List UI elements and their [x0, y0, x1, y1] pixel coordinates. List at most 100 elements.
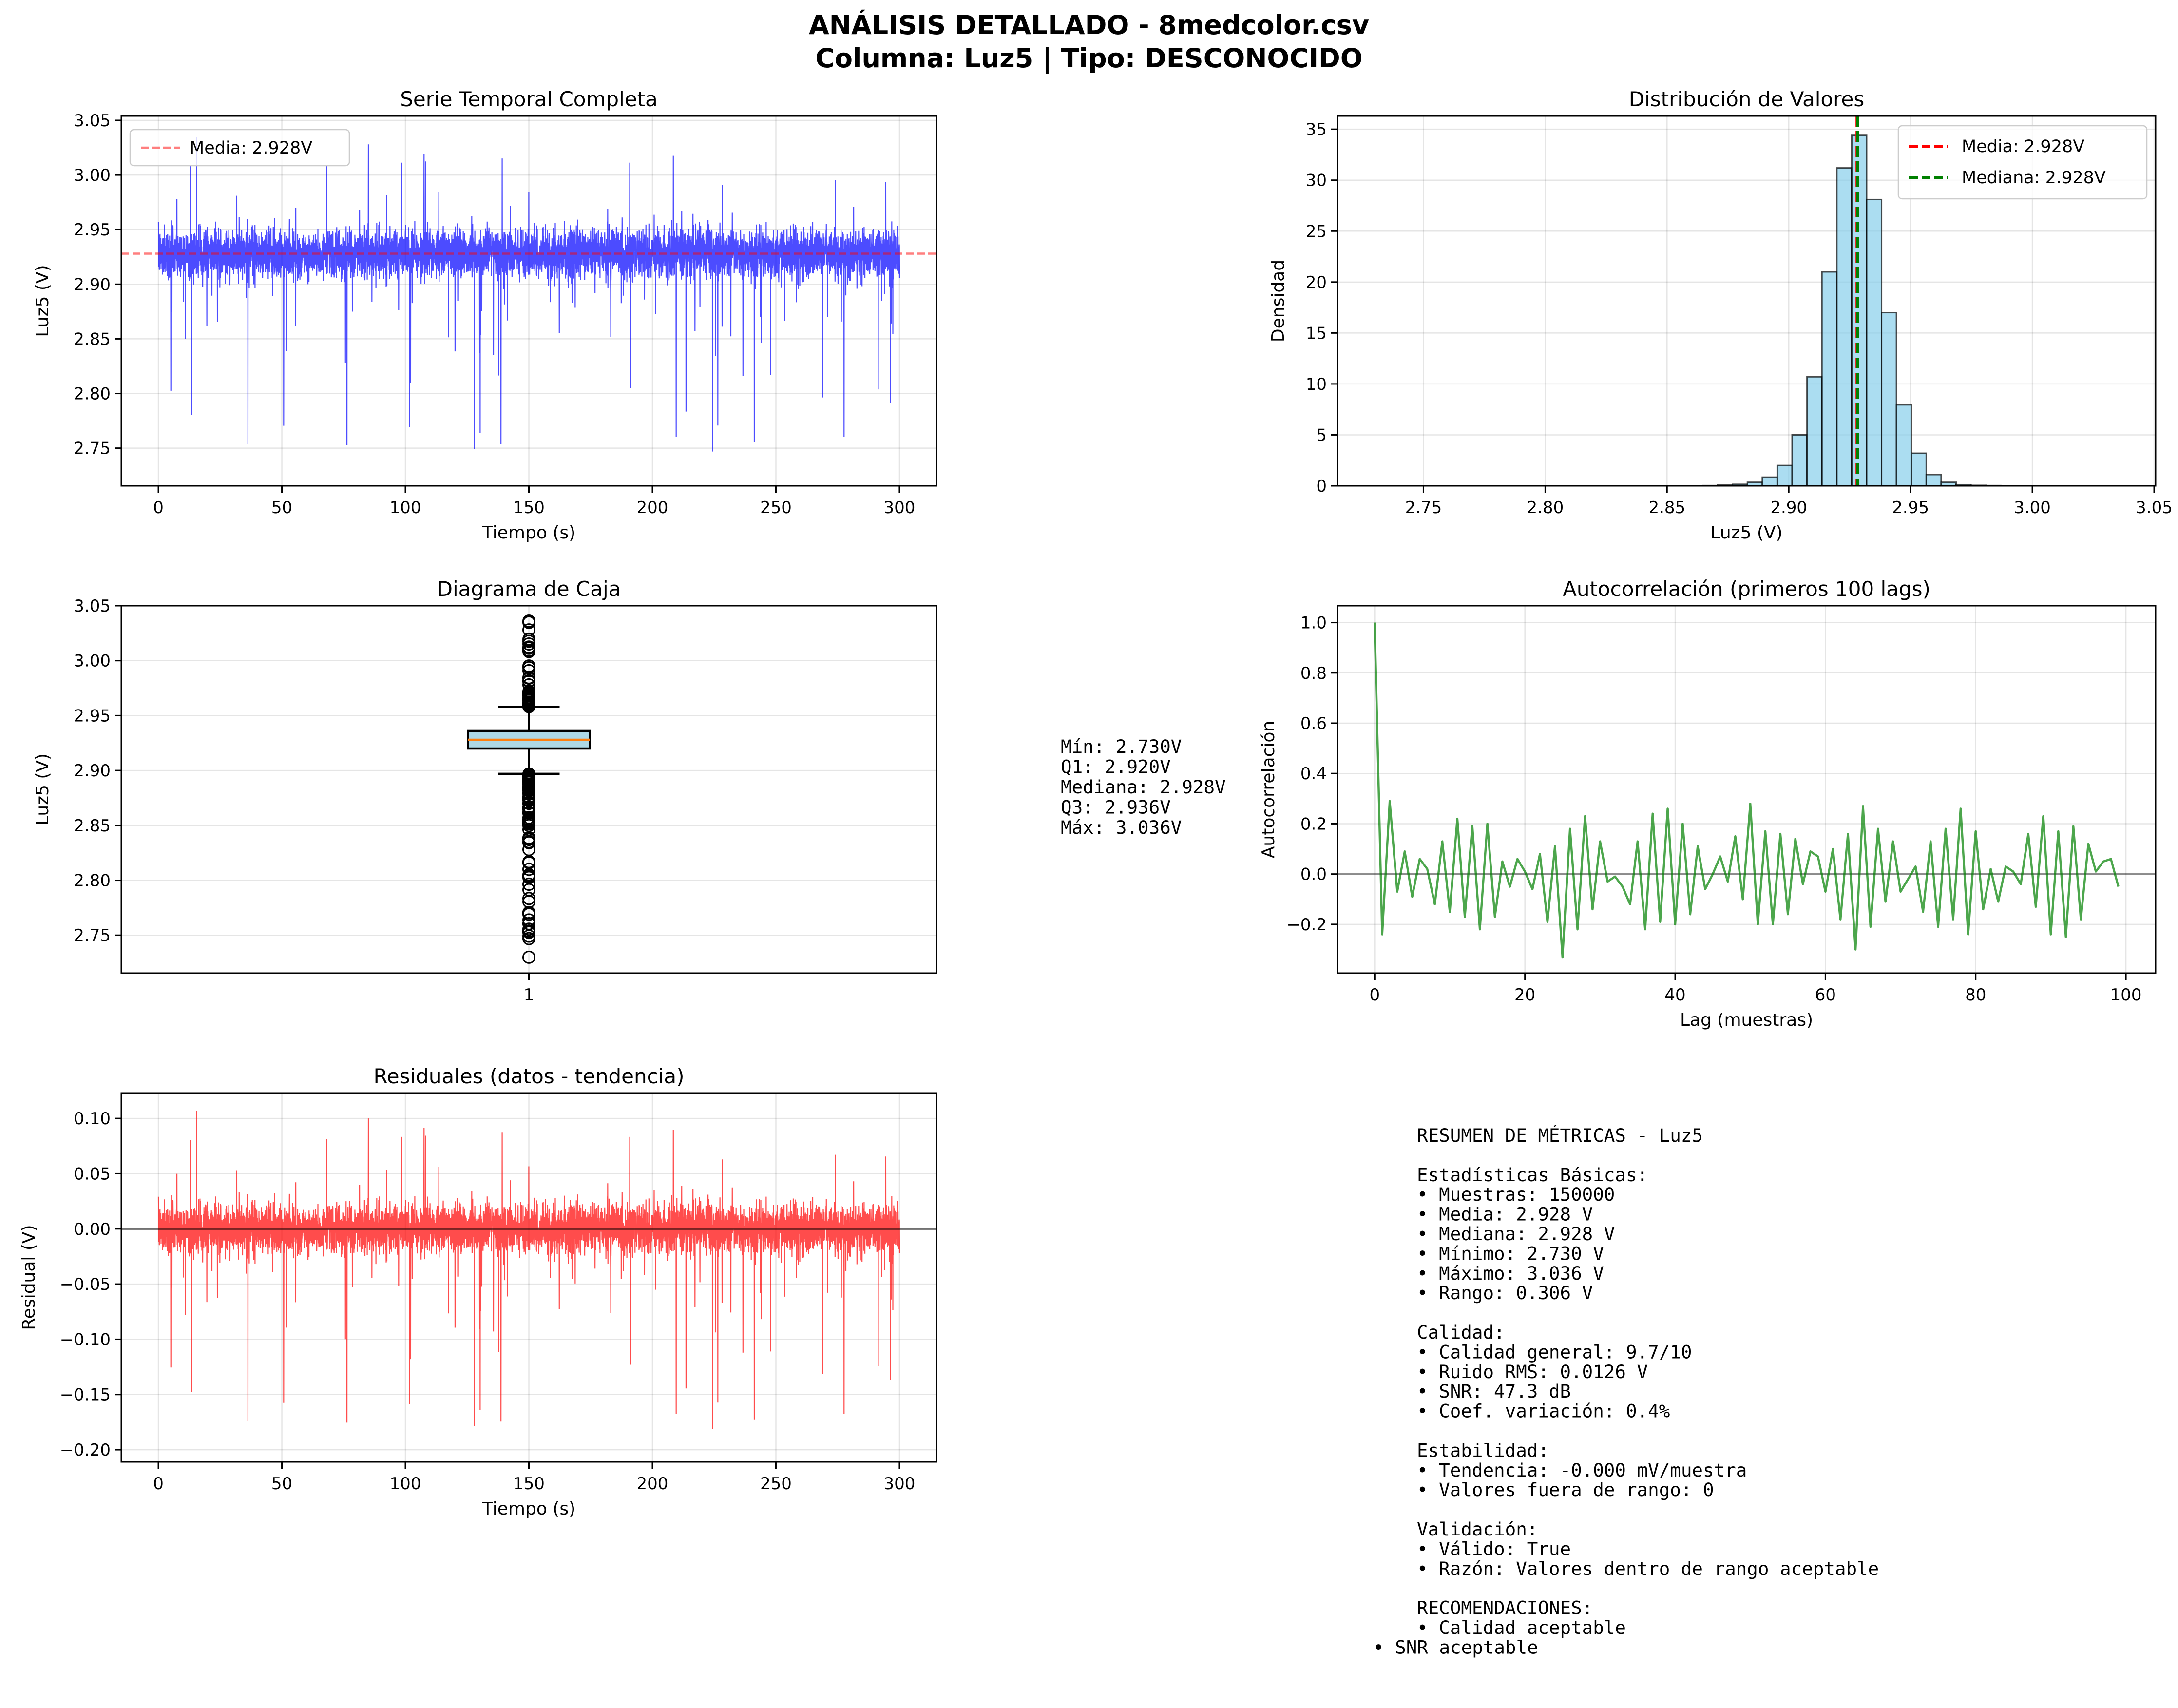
outlier-point — [522, 917, 535, 931]
x-tick-label: 3.00 — [2014, 498, 2051, 518]
x-tick-label: 200 — [637, 1474, 669, 1494]
outlier-point — [522, 614, 535, 628]
y-tick-label: −0.2 — [1286, 915, 1327, 935]
x-tick-label: 100 — [390, 1474, 421, 1494]
x-axis-label: Tiempo (s) — [482, 523, 575, 543]
metrics-line: • Razón: Valores dentro de rango aceptab… — [1417, 1558, 1879, 1579]
boxplot-stat-line: Q1: 2.920V — [1061, 756, 1171, 778]
x-tick-label: 0 — [153, 498, 164, 518]
legend-box — [129, 129, 350, 167]
outlier-point — [522, 863, 535, 876]
y-tick-label: 2.75 — [74, 926, 111, 945]
metrics-line: Calidad: — [1417, 1322, 1505, 1343]
y-tick-label: 10 — [1306, 375, 1327, 394]
axes-frame — [120, 1092, 937, 1463]
x-tick-label: 60 — [1815, 985, 1836, 1005]
y-tick-label: 1.0 — [1300, 614, 1327, 633]
metrics-line: Estabilidad: — [1417, 1439, 1549, 1461]
chart-title: Distribución de Valores — [1629, 87, 1865, 111]
histogram-bar — [1895, 404, 1912, 486]
histogram-bar — [1791, 434, 1808, 486]
outlier-point — [522, 932, 535, 945]
x-tick-label: 2.95 — [1892, 498, 1929, 518]
y-tick-label: −0.20 — [60, 1440, 111, 1460]
y-tick-label: 0.6 — [1300, 714, 1327, 733]
outlier-point — [522, 814, 535, 827]
plot-area — [467, 614, 591, 964]
histogram-bar — [1836, 167, 1853, 486]
metrics-line: • Mínimo: 2.730 V — [1417, 1243, 1604, 1264]
outlier-point — [522, 806, 535, 820]
metrics-line: • Coef. variación: 0.4% — [1417, 1401, 1670, 1422]
legend: Media: 2.928V — [129, 129, 350, 167]
x-tick-label: 100 — [390, 498, 421, 518]
y-axis-label: Densidad — [1268, 260, 1288, 342]
outlier-point — [522, 796, 535, 810]
metrics-line: • Máximo: 3.036 V — [1417, 1263, 1604, 1284]
chart-title: Serie Temporal Completa — [400, 87, 658, 111]
metrics-line: • Tendencia: -0.000 mV/muestra — [1417, 1459, 1747, 1481]
x-tick-label: 1 — [524, 985, 535, 1005]
legend: Media: 2.928V Mediana: 2.928V — [1897, 125, 2148, 200]
y-tick-label: 0 — [1316, 477, 1327, 496]
legend-box — [1897, 125, 2148, 200]
histogram-bar — [1866, 198, 1883, 486]
y-tick-label: 0.4 — [1300, 764, 1327, 784]
metrics-line: • Muestras: 150000 — [1417, 1184, 1615, 1205]
outlier-point — [522, 883, 535, 897]
y-axis-label: Residual (V) — [19, 1225, 39, 1330]
metrics-line: • Media: 2.928 V — [1417, 1204, 1593, 1225]
y-tick-label: 3.00 — [74, 652, 111, 671]
x-tick-label: 300 — [884, 498, 916, 518]
y-tick-label: 25 — [1306, 222, 1327, 241]
grid — [121, 116, 936, 486]
metrics-line: • Ruido RMS: 0.0126 V — [1417, 1361, 1648, 1382]
x-tick-label: 250 — [760, 498, 792, 518]
suptitle-line-1: ANÁLISIS DETALLADO - 8medcolor.csv — [809, 10, 1369, 40]
outlier-point — [522, 855, 535, 868]
y-tick-label: 35 — [1306, 120, 1327, 139]
x-tick-label: 20 — [1514, 985, 1535, 1005]
outlier-point — [522, 803, 535, 817]
metrics-summary: RESUMEN DE MÉTRICAS - Luz5 Estadísticas B… — [1373, 1125, 1879, 1658]
outlier-point — [522, 892, 535, 905]
outlier-point — [522, 869, 535, 883]
outlier-point — [522, 922, 535, 936]
residuals-panel: 0 50 100 150 200 250 300 −0.20 −0.15 −0.10 −0.05 0.… — [19, 1064, 937, 1519]
x-tick-label: 50 — [271, 1474, 292, 1494]
y-tick-label: 0.10 — [74, 1109, 111, 1129]
outlier-point — [522, 686, 535, 699]
y-tick-label: 2.85 — [74, 329, 111, 349]
metrics-line: Estadísticas Básicas: — [1417, 1164, 1648, 1186]
x-tick-label: 2.75 — [1405, 498, 1442, 518]
outlier-point — [522, 950, 535, 964]
y-tick-label: 0.00 — [74, 1220, 111, 1239]
x-tick-label: 150 — [513, 498, 545, 518]
y-tick-label: −0.10 — [60, 1330, 111, 1349]
metrics-line: RECOMENDACIONES: — [1417, 1597, 1593, 1619]
outlier-point — [522, 634, 535, 648]
y-tick-label: 0.05 — [74, 1164, 111, 1184]
outlier-point — [522, 661, 535, 674]
metrics-line: • Calidad aceptable — [1417, 1617, 1626, 1638]
outlier-point — [522, 692, 535, 706]
legend-mean-label: Media: 2.928V — [1962, 137, 2084, 156]
residual-line — [157, 1111, 900, 1429]
outlier-point — [522, 878, 535, 891]
x-axis-label: Luz5 (V) — [1710, 523, 1782, 543]
boxplot-panel: 1 2.75 2.80 2.85 2.90 2.95 3.00 3.05 Diagrama de… — [33, 577, 937, 1005]
x-tick-label: 50 — [271, 498, 292, 518]
metrics-line: • SNR: 47.3 dB — [1417, 1381, 1571, 1402]
metrics-line: • SNR aceptable — [1373, 1636, 1538, 1658]
x-tick-label: 2.80 — [1527, 498, 1564, 518]
histogram-bar — [1851, 134, 1868, 486]
metrics-line: Validación: — [1417, 1518, 1538, 1540]
y-tick-label: 2.80 — [74, 871, 111, 891]
boxplot-stat-line: Mediana: 2.928V — [1061, 776, 1226, 798]
legend-mean-label: Media: 2.928V — [190, 138, 312, 158]
metrics-line: • Válido: True — [1417, 1538, 1571, 1559]
outlier-point — [522, 781, 535, 794]
y-tick-label: 0.8 — [1300, 664, 1327, 683]
timeseries-panel: 0 50 100 150 200 250 300 2.75 2.80 2.85 2.90 2.95 3.… — [33, 87, 937, 543]
y-tick-label: 0.2 — [1300, 814, 1327, 834]
